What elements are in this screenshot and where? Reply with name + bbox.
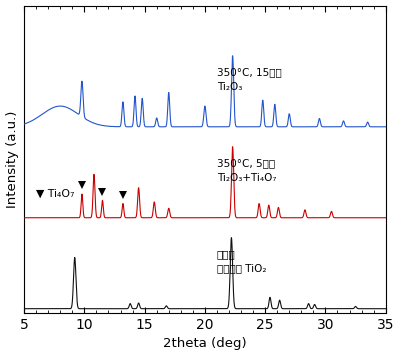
Text: Ti₂O₃: Ti₂O₃ — [217, 82, 242, 91]
X-axis label: 2theta (deg): 2theta (deg) — [163, 337, 247, 350]
Text: ▼ Ti₄O₇: ▼ Ti₄O₇ — [36, 189, 74, 199]
Text: 350°C, 5日間: 350°C, 5日間 — [217, 158, 275, 168]
Text: Ti₂O₃+Ti₄O₇: Ti₂O₃+Ti₄O₇ — [217, 173, 276, 183]
Text: 350°C, 15日間: 350°C, 15日間 — [217, 67, 282, 77]
Y-axis label: Intensity (a.u.): Intensity (a.u.) — [6, 111, 18, 208]
Text: 反応前: 反応前 — [217, 249, 236, 259]
Text: ルチル型 TiO₂: ルチル型 TiO₂ — [217, 263, 266, 273]
